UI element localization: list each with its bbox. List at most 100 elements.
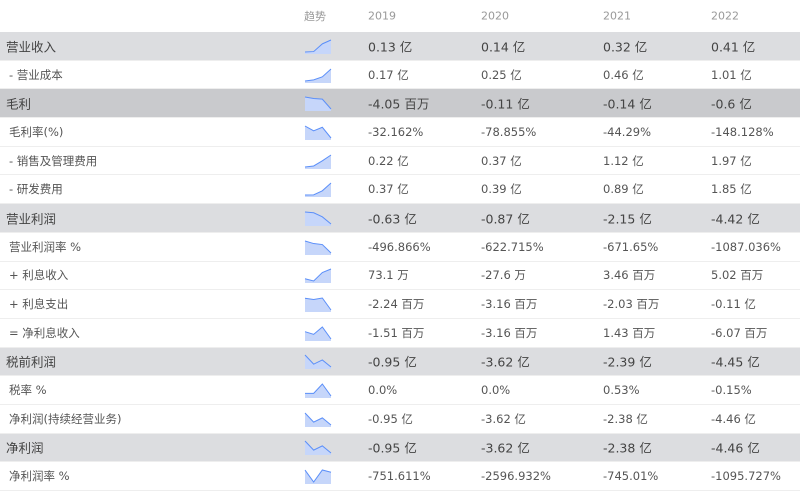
row-value: -0.6 亿	[711, 96, 752, 112]
table-row[interactable]: 净利润(持续经营业务) -0.95 亿 -3.62 亿 -2.38 亿 -4.46 亿	[0, 405, 800, 434]
sparkline-line	[304, 125, 332, 139]
sparkline-line	[304, 68, 332, 82]
sparkline-area	[305, 39, 331, 54]
sparkline-line	[304, 39, 332, 53]
table-row[interactable]: 毛利率(%) -32.162% -78.855% -44.29% -148.128%	[0, 118, 800, 147]
sparkline-area	[305, 183, 331, 198]
row-value: 73.1 万	[368, 268, 409, 283]
table-header: 趋势 2019 2020 2021 2022	[0, 0, 800, 32]
year-header[interactable]: 2019	[368, 9, 396, 23]
row-value: -0.95 亿	[368, 411, 413, 426]
table-row[interactable]: 营业收入 0.13 亿 0.14 亿 0.32 亿 0.41 亿	[0, 32, 800, 61]
row-value: -1.51 百万	[368, 325, 425, 340]
table-row[interactable]: + 利息收入 73.1 万 -27.6 万 3.46 百万 5.02 百万	[0, 262, 800, 291]
row-label: + 利息收入	[9, 268, 69, 283]
row-value: -622.715%	[481, 239, 544, 254]
table-row[interactable]: 毛利 -4.05 百万 -0.11 亿 -0.14 亿 -0.6 亿	[0, 89, 800, 119]
sparkline-line	[304, 469, 332, 484]
sparkline-line	[304, 240, 332, 254]
table-row[interactable]: + 利息支出 -2.24 百万 -3.16 百万 -2.03 百万 -0.11 亿	[0, 290, 800, 319]
trend-sparkline	[304, 325, 332, 341]
table-row[interactable]: = 净利息收入 -1.51 百万 -3.16 百万 1.43 百万 -6.07 百万	[0, 319, 800, 348]
row-value: 1.85 亿	[711, 182, 752, 197]
row-value: -751.611%	[368, 469, 431, 484]
sparkline-area	[305, 269, 331, 284]
row-value: 0.46 亿	[603, 67, 644, 82]
table-row[interactable]: 营业利润 -0.63 亿 -0.87 亿 -2.15 亿 -4.42 亿	[0, 204, 800, 233]
row-value: 0.0%	[481, 383, 511, 398]
row-value: -0.14 亿	[603, 96, 652, 112]
row-value: -745.01%	[603, 469, 659, 484]
table-row[interactable]: - 研发费用 0.37 亿 0.39 亿 0.89 亿 1.85 亿	[0, 175, 800, 205]
row-value: -2596.932%	[481, 469, 551, 484]
trend-sparkline	[304, 412, 332, 427]
row-value: 0.25 亿	[481, 67, 522, 82]
row-value: -0.15%	[711, 383, 752, 398]
sparkline-line	[304, 182, 332, 196]
row-value: -0.95 亿	[368, 354, 417, 370]
row-value: -0.63 亿	[368, 211, 417, 227]
sparkline-line	[304, 441, 332, 454]
sparkline-area	[305, 97, 331, 112]
trend-sparkline	[304, 39, 332, 54]
trend-sparkline	[304, 297, 332, 313]
table-row[interactable]: 营业利润率 % -496.866% -622.715% -671.65% -1087.…	[0, 233, 800, 262]
row-value: -0.95 亿	[368, 440, 417, 456]
row-label: + 利息支出	[9, 297, 69, 312]
sparkline-area	[305, 154, 331, 169]
sparkline-area	[305, 355, 331, 370]
table-row[interactable]: - 销售及管理费用 0.22 亿 0.37 亿 1.12 亿 1.97 亿	[0, 147, 800, 176]
table-row[interactable]: - 营业成本 0.17 亿 0.25 亿 0.46 亿 1.01 亿	[0, 61, 800, 90]
row-value: -1095.727%	[711, 469, 781, 484]
year-header[interactable]: 2020	[481, 9, 509, 23]
row-value: 0.32 亿	[603, 39, 648, 55]
sparkline-line	[304, 412, 332, 426]
sparkline-line	[304, 355, 332, 368]
trend-sparkline	[304, 355, 332, 370]
sparkline-area	[305, 240, 331, 255]
row-value: -0.87 亿	[481, 211, 530, 227]
row-value: 0.13 亿	[368, 39, 413, 55]
row-value: -671.65%	[603, 239, 659, 254]
trend-sparkline	[304, 441, 332, 456]
row-label: 营业利润	[6, 211, 57, 227]
row-value: 0.89 亿	[603, 182, 644, 197]
row-value: -0.11 亿	[711, 297, 756, 312]
trend-sparkline	[305, 383, 332, 399]
sparkline-area	[305, 125, 331, 140]
sparkline-line	[304, 268, 332, 282]
row-value: 1.43 百万	[603, 325, 656, 340]
row-value: 0.39 亿	[481, 182, 522, 197]
table-row[interactable]: 税前利润 -0.95 亿 -3.62 亿 -2.39 亿 -4.45 亿	[0, 347, 800, 377]
row-value: -2.15 亿	[603, 211, 652, 227]
row-value: -496.866%	[368, 239, 431, 254]
row-value: 0.41 亿	[711, 39, 756, 55]
trend-sparkline	[304, 211, 332, 226]
row-label: 毛利	[6, 96, 32, 112]
row-value: -27.6 万	[481, 268, 526, 283]
trend-sparkline	[304, 469, 332, 485]
year-header[interactable]: 2021	[603, 9, 631, 23]
table-row[interactable]: 净利润率 % -751.611% -2596.932% -745.01% -1095.…	[0, 462, 800, 491]
sparkline-area	[305, 68, 331, 83]
sparkline-line	[304, 211, 332, 225]
row-label: - 营业成本	[9, 67, 63, 82]
sparkline-line	[305, 383, 332, 397]
row-label: 净利润	[6, 440, 44, 456]
table-row[interactable]: 净利润 -0.95 亿 -3.62 亿 -2.38 亿 -4.46 亿	[0, 433, 800, 463]
row-value: 1.97 亿	[711, 153, 752, 168]
row-value: -4.45 亿	[711, 354, 760, 370]
row-value: -32.162%	[368, 124, 424, 139]
row-value: 0.37 亿	[481, 153, 522, 168]
table-row[interactable]: 税率 % 0.0% 0.0% 0.53% -0.15%	[0, 376, 800, 405]
trend-sparkline	[304, 68, 332, 83]
row-label: 营业利润率 %	[9, 239, 82, 254]
row-value: 0.14 亿	[481, 39, 526, 55]
row-value: -2.38 亿	[603, 411, 648, 426]
row-value: -44.29%	[603, 124, 651, 139]
row-value: -3.62 亿	[481, 440, 530, 456]
row-value: 0.53%	[603, 383, 640, 398]
year-header[interactable]: 2022	[711, 9, 739, 23]
row-value: -1087.036%	[711, 239, 781, 254]
row-label: 税率 %	[9, 383, 47, 398]
